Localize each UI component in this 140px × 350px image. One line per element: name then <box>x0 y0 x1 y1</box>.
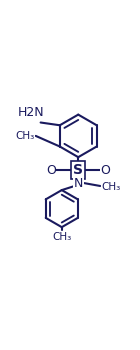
Text: N: N <box>74 177 83 190</box>
Text: CH₃: CH₃ <box>52 232 71 242</box>
Text: O: O <box>101 164 111 177</box>
Text: H2N: H2N <box>18 106 45 119</box>
Text: O: O <box>46 164 56 177</box>
Text: CH₃: CH₃ <box>15 131 34 141</box>
Text: S: S <box>73 163 83 177</box>
Text: CH₃: CH₃ <box>102 182 121 192</box>
